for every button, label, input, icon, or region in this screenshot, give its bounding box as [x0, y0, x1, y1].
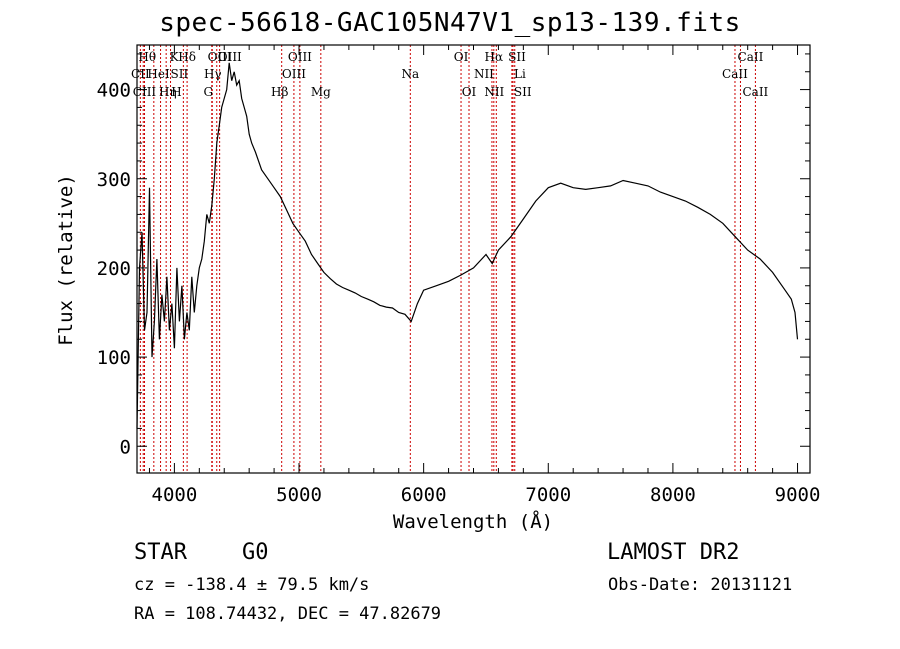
line-marker-label-22: NII [484, 85, 504, 99]
line-marker-label-6: H [171, 85, 181, 99]
chart-title: spec-56618-GAC105N47V1_sp13-139.fits [159, 8, 741, 38]
line-marker-label-23: SII [508, 50, 526, 64]
line-marker-label-12: OIII [208, 50, 232, 64]
y-tick-label: 200 [97, 258, 131, 280]
x-tick-label: 8000 [650, 484, 696, 506]
coordinates-text: RA = 108.74432, DEC = 47.82679 [134, 604, 442, 624]
line-marker-label-1: Hθ [138, 50, 156, 64]
line-marker-label-25: SII [514, 85, 532, 99]
object-subclass: G0 [242, 540, 269, 565]
survey-name: LAMOST DR2 [607, 540, 740, 565]
line-marker-label-17: Na [401, 67, 419, 81]
redshift-text: cz = -138.4 ± 79.5 km/s [134, 575, 370, 595]
y-tick-label: 400 [97, 80, 131, 102]
line-marker-label-3: Hη [159, 85, 177, 99]
line-marker-label-16: Mg [311, 85, 331, 99]
x-tick-label: 5000 [276, 484, 322, 506]
x-tick-label: 6000 [401, 484, 447, 506]
line-marker-label-0: CII [131, 67, 150, 81]
line-marker-label-28: CaII [742, 85, 768, 99]
line-marker-label-13: Hβ [271, 85, 288, 99]
plot-frame [136, 44, 811, 474]
line-marker-label-24: Li [514, 67, 526, 81]
y-tick-label: 0 [120, 436, 131, 458]
x-tick-label: 9000 [775, 484, 821, 506]
line-marker-label-9: OIII [218, 50, 242, 64]
y-tick-label: 300 [97, 169, 131, 191]
line-marker-label-27: CaII [738, 50, 764, 64]
y-axis-ticks: 0 100 200 300 400 [97, 53, 810, 458]
line-marker-label-10: Hγ [204, 67, 222, 81]
y-axis-label: Flux (relative) [55, 174, 77, 346]
line-marker-label-15: OIII [288, 50, 312, 64]
line-markers-group [139, 45, 756, 473]
object-class: STAR [134, 540, 187, 565]
obs-date-text: Obs-Date: 20131121 [608, 575, 793, 595]
y-tick-label: 100 [97, 347, 131, 369]
line-marker-label-11: G [203, 85, 213, 99]
line-marker-label-21: Hα [485, 50, 504, 64]
x-axis-label: Wavelength (Å) [393, 510, 553, 533]
line-marker-label-8: Hδ [178, 50, 196, 64]
line-marker-label-20: NII [474, 67, 494, 81]
line-marker-label-19: OI [462, 85, 477, 99]
line-marker-label-4: HeI [147, 67, 170, 81]
line-marker-label-7: SII [171, 67, 189, 81]
line-marker-label-18: OI [454, 50, 469, 64]
flux-series-line [136, 62, 799, 429]
line-marker-label-2: CIII [133, 85, 157, 99]
line-marker-label-26: CaII [722, 67, 748, 81]
x-axis-ticks: 4000 5000 6000 7000 8000 9000 [148, 45, 821, 506]
x-tick-label: 7000 [525, 484, 571, 506]
line-marker-label-14: OIII [282, 67, 306, 81]
x-tick-label: 4000 [152, 484, 198, 506]
line-marker-label-5: K [170, 50, 180, 64]
